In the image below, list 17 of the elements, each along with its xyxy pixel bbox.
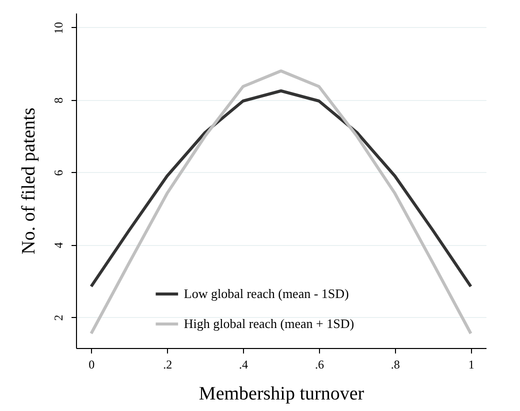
x-tick-label: .2 [163, 358, 172, 372]
x-axis-title: Membership turnover [198, 384, 365, 404]
x-tick-label: .6 [314, 358, 324, 372]
line-series [90, 69, 472, 336]
y-tick-label: 8 [52, 97, 66, 104]
legend-label: High global reach (mean + 1SD) [184, 316, 354, 331]
legend-label: Low global reach (mean - 1SD) [184, 286, 349, 301]
x-tick-label: .8 [390, 358, 400, 372]
x-tick-label: .4 [239, 358, 248, 372]
y-tick-label: 2 [52, 314, 66, 321]
line-series [90, 89, 472, 288]
x-tick-label: 0 [88, 358, 95, 372]
y-tick-label: 4 [52, 242, 66, 248]
y-tick-label: 6 [52, 170, 66, 176]
y-axis-title: No. of filed patents [18, 108, 40, 254]
y-tick-label: 10 [52, 22, 66, 34]
x-tick-label: 1 [468, 358, 474, 372]
